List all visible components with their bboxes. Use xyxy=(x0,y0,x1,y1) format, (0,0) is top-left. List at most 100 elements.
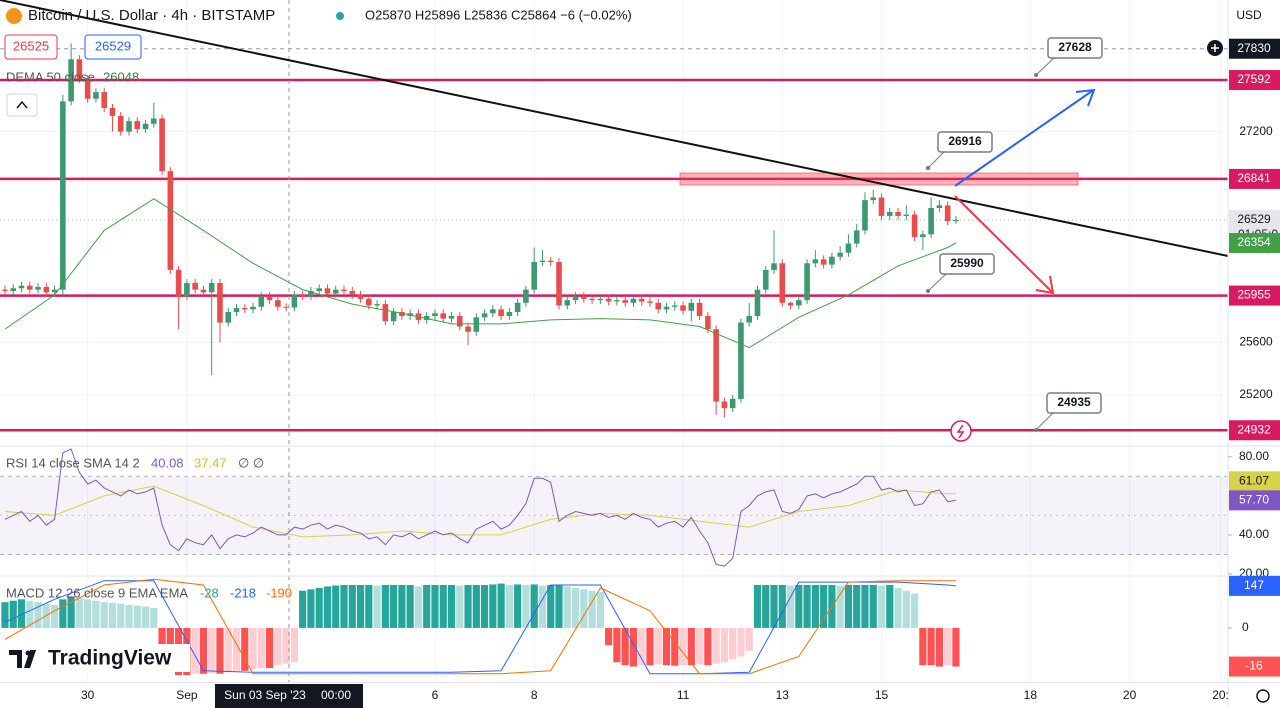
note-anchor xyxy=(1034,428,1038,432)
crosshair-price: 27830 xyxy=(1237,41,1271,55)
rsi-title: RSI 14 close SMA 14 2 xyxy=(6,455,140,470)
macd-line xyxy=(4,580,956,675)
macd-histogram-bar xyxy=(464,585,472,628)
candle-body xyxy=(93,92,99,99)
macd-histogram-bar xyxy=(786,585,795,628)
macd-histogram-bar xyxy=(208,627,216,674)
macd-histogram-bar xyxy=(605,627,613,646)
macd-histogram-bar xyxy=(762,585,770,628)
candle-body xyxy=(572,296,579,301)
macd-histogram-bar xyxy=(141,606,150,628)
level-label: 26841 xyxy=(1237,171,1271,185)
macd-tick-label: 0 xyxy=(1242,620,1249,634)
note-pointer xyxy=(1035,57,1055,76)
macd-histogram-bar xyxy=(489,584,497,628)
x-tick-label: 6 xyxy=(432,688,439,702)
buy-price[interactable]: 26529 xyxy=(95,38,131,53)
macd-histogram-bar xyxy=(646,627,654,666)
level-label-box xyxy=(1229,420,1280,441)
candle-body xyxy=(630,298,637,303)
macd-histogram-bar xyxy=(745,627,753,651)
candle-body xyxy=(68,59,74,102)
candle-body xyxy=(705,315,711,330)
macd-histogram-bar xyxy=(373,585,381,628)
rsi-last: 57.70 xyxy=(1239,493,1269,507)
macd-histogram-bar xyxy=(299,590,307,628)
macd-histogram-bar xyxy=(1,602,9,628)
macd-histogram-bar xyxy=(439,585,447,628)
rsi-sma-last: 61.07 xyxy=(1239,474,1269,488)
macd-histogram-bar xyxy=(216,627,224,674)
macd-histogram-bar xyxy=(910,593,919,628)
macd-histogram-bar xyxy=(613,627,621,663)
candle-body xyxy=(696,302,703,316)
candle-body xyxy=(812,259,819,264)
sell-price[interactable]: 26525 xyxy=(13,38,49,53)
note-text: 26916 xyxy=(948,134,982,148)
candle-body xyxy=(547,260,554,262)
indicator-name: DEMA 50 close xyxy=(6,69,95,84)
rsi-tick-label: 80.00 xyxy=(1239,449,1269,463)
trend-line xyxy=(0,0,1229,257)
settings-icon[interactable] xyxy=(1256,689,1270,703)
x-tick-label: 18 xyxy=(1024,688,1038,702)
note-pointer xyxy=(1035,412,1054,431)
candle-body xyxy=(911,214,918,237)
macd-histogram-bar xyxy=(150,607,158,628)
macd-histogram-bar xyxy=(92,600,100,628)
y-tick-label: 25200 xyxy=(1239,387,1273,401)
macd-histogram-bar xyxy=(927,627,935,666)
candle-body xyxy=(589,298,595,301)
macd-histogram-bar xyxy=(687,627,695,666)
time-axis-bg xyxy=(0,682,1228,708)
collapse-button[interactable] xyxy=(6,93,38,117)
macd-histogram-bar xyxy=(75,597,83,628)
macd-histogram-bar xyxy=(265,627,274,668)
candle-body xyxy=(241,308,248,310)
candle-body xyxy=(390,312,397,322)
crosshair-date: Sun 03 Sep '23 xyxy=(224,688,306,702)
macd-histogram-bar xyxy=(679,627,687,666)
x-tick-label: 30 xyxy=(81,688,95,702)
macd-histogram-bar xyxy=(447,585,456,628)
candle-body xyxy=(539,260,546,262)
candle-body xyxy=(762,269,769,290)
macd-histogram-bar xyxy=(886,585,894,628)
candle-body xyxy=(382,304,389,322)
macd-histogram-bar xyxy=(50,605,59,628)
candle-body xyxy=(175,269,182,297)
sell-button[interactable] xyxy=(4,34,58,60)
resistance-zone xyxy=(679,172,1079,186)
macd-last-box xyxy=(1229,575,1280,596)
macd-histogram-bar xyxy=(662,627,671,666)
macd-histogram-bar xyxy=(199,627,208,674)
macd-histogram-bar xyxy=(406,585,414,628)
level-label-box xyxy=(1229,285,1280,306)
buy-button[interactable] xyxy=(84,34,142,60)
candle-body xyxy=(18,285,25,289)
candle-body xyxy=(258,296,265,307)
indicator-value: 26048 xyxy=(103,69,139,84)
rsi-line xyxy=(4,448,956,567)
level-label-box xyxy=(1229,168,1280,189)
macd-histogram-bar xyxy=(117,603,125,628)
macd-histogram-bar xyxy=(133,605,141,628)
alert-icon[interactable] xyxy=(950,420,972,442)
candle-body xyxy=(233,308,240,313)
candle-body xyxy=(35,287,41,290)
candle-body xyxy=(506,312,513,316)
macd-histogram-bar xyxy=(381,585,389,628)
macd-histogram-bar xyxy=(580,589,588,628)
candle-body xyxy=(531,261,538,290)
macd-histogram-bar xyxy=(224,627,232,673)
up-arrow-head xyxy=(1075,88,1096,107)
macd-histogram-bar xyxy=(365,585,373,628)
signal-value: -190 xyxy=(266,585,292,600)
last-price: 26529 xyxy=(1237,212,1271,226)
candle-body xyxy=(779,263,786,303)
x-tick-label: 15 xyxy=(875,688,889,702)
x-tick-label: 20 xyxy=(1123,688,1137,702)
note-pointer xyxy=(927,273,947,292)
